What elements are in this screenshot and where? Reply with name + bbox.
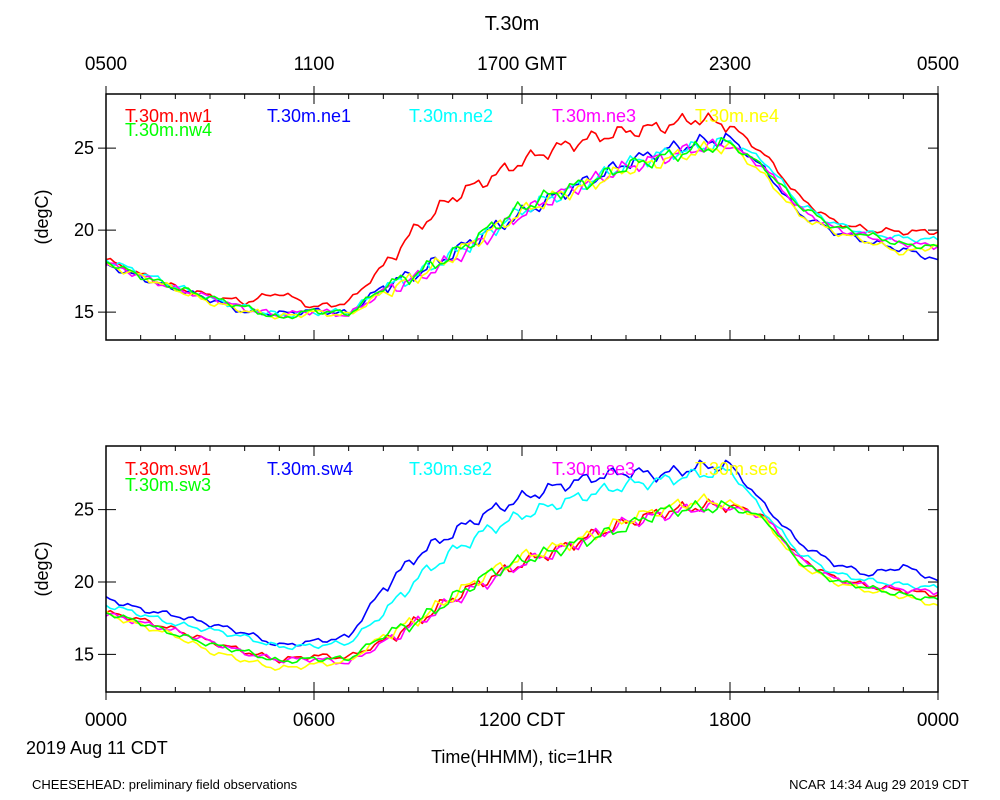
legend-label: T.30m.sw3 bbox=[125, 475, 211, 495]
gmt-tick-label: 1700 GMT bbox=[477, 54, 567, 75]
series-line-t-30m-sw4 bbox=[105, 459, 939, 647]
top-panel-ylabel: (degC) bbox=[32, 189, 52, 244]
series-line-t-30m-nw4 bbox=[105, 137, 939, 320]
y-tick-label: 20 bbox=[74, 572, 94, 592]
legend-label: T.30m.nw4 bbox=[125, 120, 212, 140]
chart-title: T.30m bbox=[485, 13, 539, 35]
gmt-tick-label: 2300 bbox=[709, 54, 751, 75]
legend-label: T.30m.nw1 bbox=[125, 106, 212, 126]
x-axis-label: Time(HHMM), tic=1HR bbox=[431, 747, 613, 767]
cdt-tick-label: 1200 CDT bbox=[479, 710, 566, 731]
cdt-tick-label: 0000 bbox=[917, 710, 959, 731]
y-tick-label: 20 bbox=[74, 220, 94, 240]
legend-label: T.30m.se2 bbox=[409, 459, 492, 479]
top-panel: 15 20 25 T.30m.nw1 T.30m.ne1 T.30m.ne2 T.30m.… bbox=[32, 86, 939, 341]
series-line-t-30m-ne4 bbox=[105, 140, 939, 320]
series-line-t-30m-se6 bbox=[105, 493, 939, 671]
series-line-t-30m-se3 bbox=[105, 500, 939, 665]
legend-label: T.30m.se3 bbox=[552, 459, 635, 479]
gmt-tick-label: 0500 bbox=[85, 54, 127, 75]
footer-right: NCAR 14:34 Aug 29 2019 CDT bbox=[789, 777, 969, 792]
top-panel-frame bbox=[105, 93, 939, 341]
date-label: 2019 Aug 11 CDT bbox=[26, 738, 168, 758]
y-tick-label: 25 bbox=[74, 138, 94, 158]
cdt-tick-label: 1800 bbox=[709, 710, 751, 731]
legend-label: T.30m.se6 bbox=[695, 459, 778, 479]
gmt-tick-label: 1100 bbox=[294, 54, 335, 75]
series-line-t-30m-sw1 bbox=[105, 498, 939, 664]
bottom-panel: 15 20 25 T.30m.sw1 T.30m.sw4 T.30m.se2 T.30m.… bbox=[32, 445, 939, 700]
bottom-panel-ylabel: (degC) bbox=[32, 541, 52, 596]
series-line-t-30m-se2 bbox=[105, 465, 939, 651]
cdt-tick-label: 0000 bbox=[85, 710, 127, 731]
y-tick-label: 15 bbox=[74, 644, 94, 664]
y-tick-label: 25 bbox=[74, 500, 94, 520]
legend-label: T.30m.ne2 bbox=[409, 106, 493, 126]
cdt-tick-label: 0600 bbox=[293, 710, 335, 731]
gmt-tick-label: 0500 bbox=[917, 54, 959, 75]
legend-label: T.30m.sw4 bbox=[267, 459, 353, 479]
legend-label: T.30m.ne1 bbox=[267, 106, 351, 126]
series-line-t-30m-ne1 bbox=[105, 132, 939, 317]
legend-label: T.30m.ne3 bbox=[552, 106, 636, 126]
legend-label: T.30m.sw1 bbox=[125, 459, 211, 479]
series-line-t-30m-sw3 bbox=[105, 500, 939, 664]
y-tick-label: 15 bbox=[74, 302, 94, 322]
legend-label: T.30m.ne4 bbox=[695, 106, 779, 126]
footer-left: CHEESEHEAD: preliminary field observatio… bbox=[32, 777, 298, 792]
bottom-panel-frame bbox=[105, 445, 939, 693]
